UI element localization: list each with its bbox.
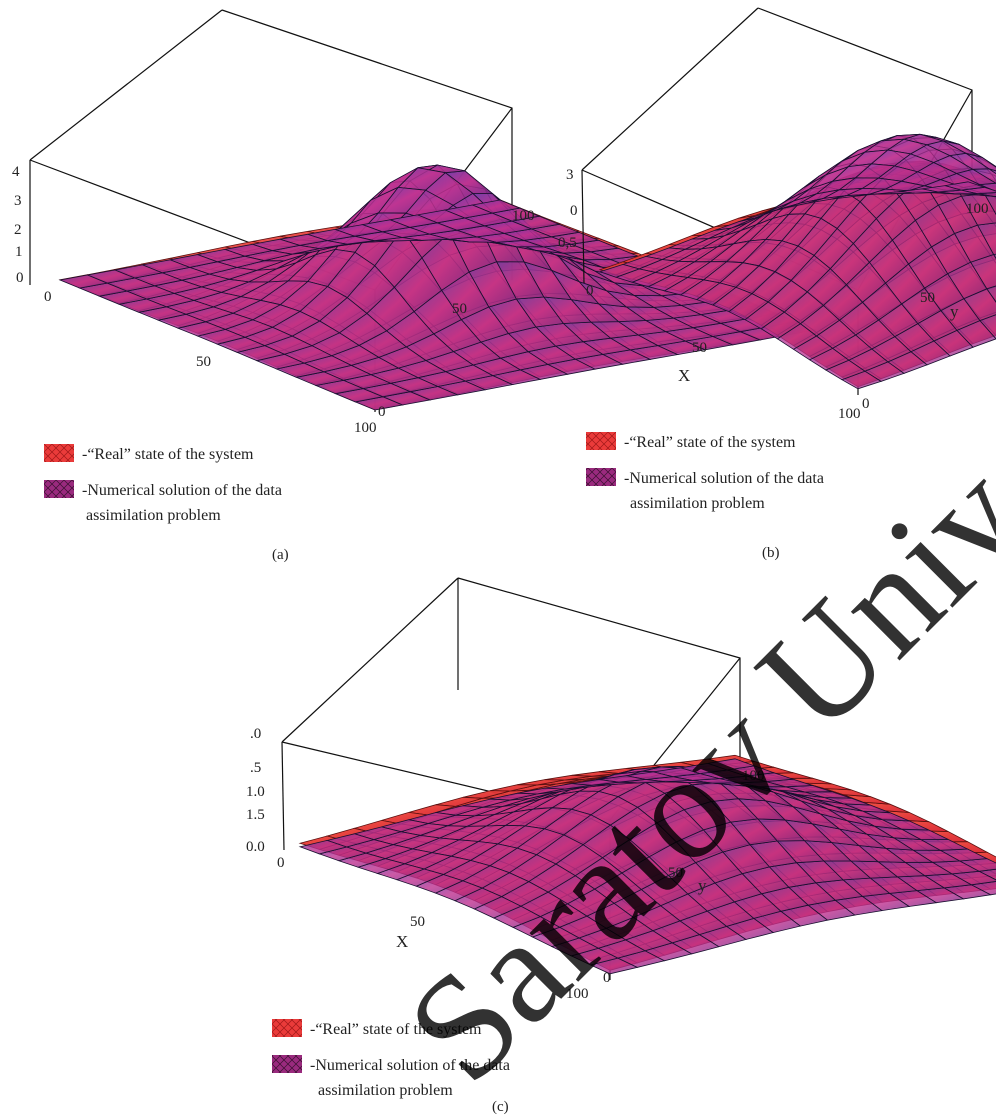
surface-cell <box>58 274 109 289</box>
surface-cell <box>986 285 996 303</box>
x-tick-50: 50 <box>196 354 211 370</box>
y-axis-label: y <box>950 302 959 321</box>
x-axis-label: X <box>396 932 408 951</box>
z-tick-00: 0.0 <box>246 839 265 855</box>
z-tick-0: 0 <box>16 270 24 286</box>
y-tick-0: 0 <box>603 970 611 986</box>
x-tick-0: 0 <box>277 855 285 871</box>
y-tick-100: 100 <box>966 201 989 217</box>
legend-swatch-numerical <box>586 468 616 486</box>
x-tick-100: 100 <box>566 986 589 1002</box>
z-tick-4: 4 <box>12 164 20 180</box>
z-tick-05: .5 <box>250 760 261 776</box>
legend-label-real: -“Real” state of the system <box>310 1021 482 1038</box>
legend-label-numerical-2: assimilation problem <box>630 495 765 512</box>
y-tick-100: 100 <box>742 768 765 784</box>
panel-c-ticks: .0 .5 1.0 1.5 0.0 0 50 100 0 50 100 X y <box>246 726 765 1002</box>
surface-c8a2a9a <box>58 164 817 411</box>
y-tick-0: 0 <box>862 396 870 412</box>
y-tick-50: 50 <box>452 301 467 317</box>
z-tick-top: .0 <box>250 726 261 742</box>
panel-b-caption: (b) <box>762 545 780 561</box>
panel-a-legend: -“Real” state of the system -Numerical s… <box>44 444 282 524</box>
y-tick-100: 100 <box>512 208 535 224</box>
panel-c: .0 .5 1.0 1.5 0.0 0 50 100 0 50 100 X y … <box>246 577 996 1115</box>
legend-label-numerical-1: -Numerical solution of the data <box>310 1057 510 1074</box>
x-axis-label: X <box>678 366 690 385</box>
surface-cell <box>298 839 349 855</box>
legend-swatch-numerical <box>272 1055 302 1073</box>
y-tick-0: 0 <box>378 404 386 420</box>
surface-c8a2a9a <box>598 133 996 390</box>
x-tick-100: 100 <box>354 420 377 436</box>
panel-b: 3 0 0,5 0 50 100 0 50 100 X y -“Real” st… <box>558 7 996 561</box>
y-tick-50: 50 <box>920 290 935 306</box>
panel-b-legend: -“Real” state of the system -Numerical s… <box>586 432 824 512</box>
z-tick-0-5: 0,5 <box>558 235 577 251</box>
z-tick-1: 1 <box>15 244 23 260</box>
legend-label-real: -“Real” state of the system <box>624 434 796 451</box>
legend-label-numerical-2: assimilation problem <box>86 507 221 524</box>
panel-b-surface <box>598 133 996 390</box>
legend-swatch-real <box>272 1019 302 1037</box>
legend-label-numerical-2: assimilation problem <box>318 1082 453 1099</box>
legend-label-numerical-1: -Numerical solution of the data <box>624 470 824 487</box>
x-tick-0: 0 <box>44 289 52 305</box>
surface-c8a2a9a <box>298 758 996 975</box>
panel-a-caption: (a) <box>272 547 289 563</box>
z-tick-10: 1.0 <box>246 784 265 800</box>
panel-c-legend: -“Real” state of the system -Numerical s… <box>272 1019 510 1099</box>
legend-swatch-numerical <box>44 480 74 498</box>
y-axis-label: y <box>698 876 707 895</box>
x-tick-50: 50 <box>410 914 425 930</box>
panel-b-ticks: 3 0 0,5 0 50 100 0 50 100 X y <box>558 167 989 422</box>
y-tick-50: 50 <box>668 865 683 881</box>
x-tick-100: 100 <box>838 406 861 422</box>
z-tick-2: 2 <box>14 222 22 238</box>
legend-swatch-real <box>586 432 616 450</box>
x-tick-0: 0 <box>586 283 594 299</box>
panel-c-caption: (c) <box>492 1099 509 1115</box>
surface-cell <box>598 263 641 278</box>
legend-label-real: -“Real” state of the system <box>82 446 254 463</box>
panel-a-ticks: 4 3 2 1 0 0 50 100 0 50 100 <box>12 164 535 436</box>
z-tick-0-upper: 0 <box>570 203 578 219</box>
legend-swatch-real <box>44 444 74 462</box>
z-tick-3: 3 <box>14 193 22 209</box>
legend-label-numerical-1: -Numerical solution of the data <box>82 482 282 499</box>
z-tick-3: 3 <box>566 167 574 183</box>
z-tick-15: 1.5 <box>246 807 265 823</box>
panel-c-surface <box>298 754 996 975</box>
x-tick-50: 50 <box>692 340 707 356</box>
